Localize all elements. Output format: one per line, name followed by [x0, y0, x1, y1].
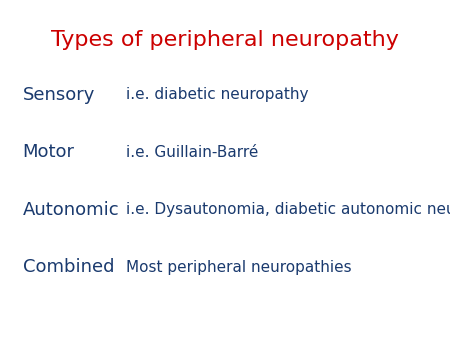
Text: Sensory: Sensory	[22, 86, 95, 104]
Text: i.e. Guillain-Barré: i.e. Guillain-Barré	[126, 145, 258, 160]
Text: Motor: Motor	[22, 143, 75, 161]
Text: Types of peripheral neuropathy: Types of peripheral neuropathy	[51, 30, 399, 50]
Text: Combined: Combined	[22, 258, 114, 276]
Text: i.e. diabetic neuropathy: i.e. diabetic neuropathy	[126, 87, 309, 102]
Text: Autonomic: Autonomic	[22, 200, 119, 219]
Text: Most peripheral neuropathies: Most peripheral neuropathies	[126, 260, 351, 274]
Text: i.e. Dysautonomia, diabetic autonomic neuropathy: i.e. Dysautonomia, diabetic autonomic ne…	[126, 202, 450, 217]
